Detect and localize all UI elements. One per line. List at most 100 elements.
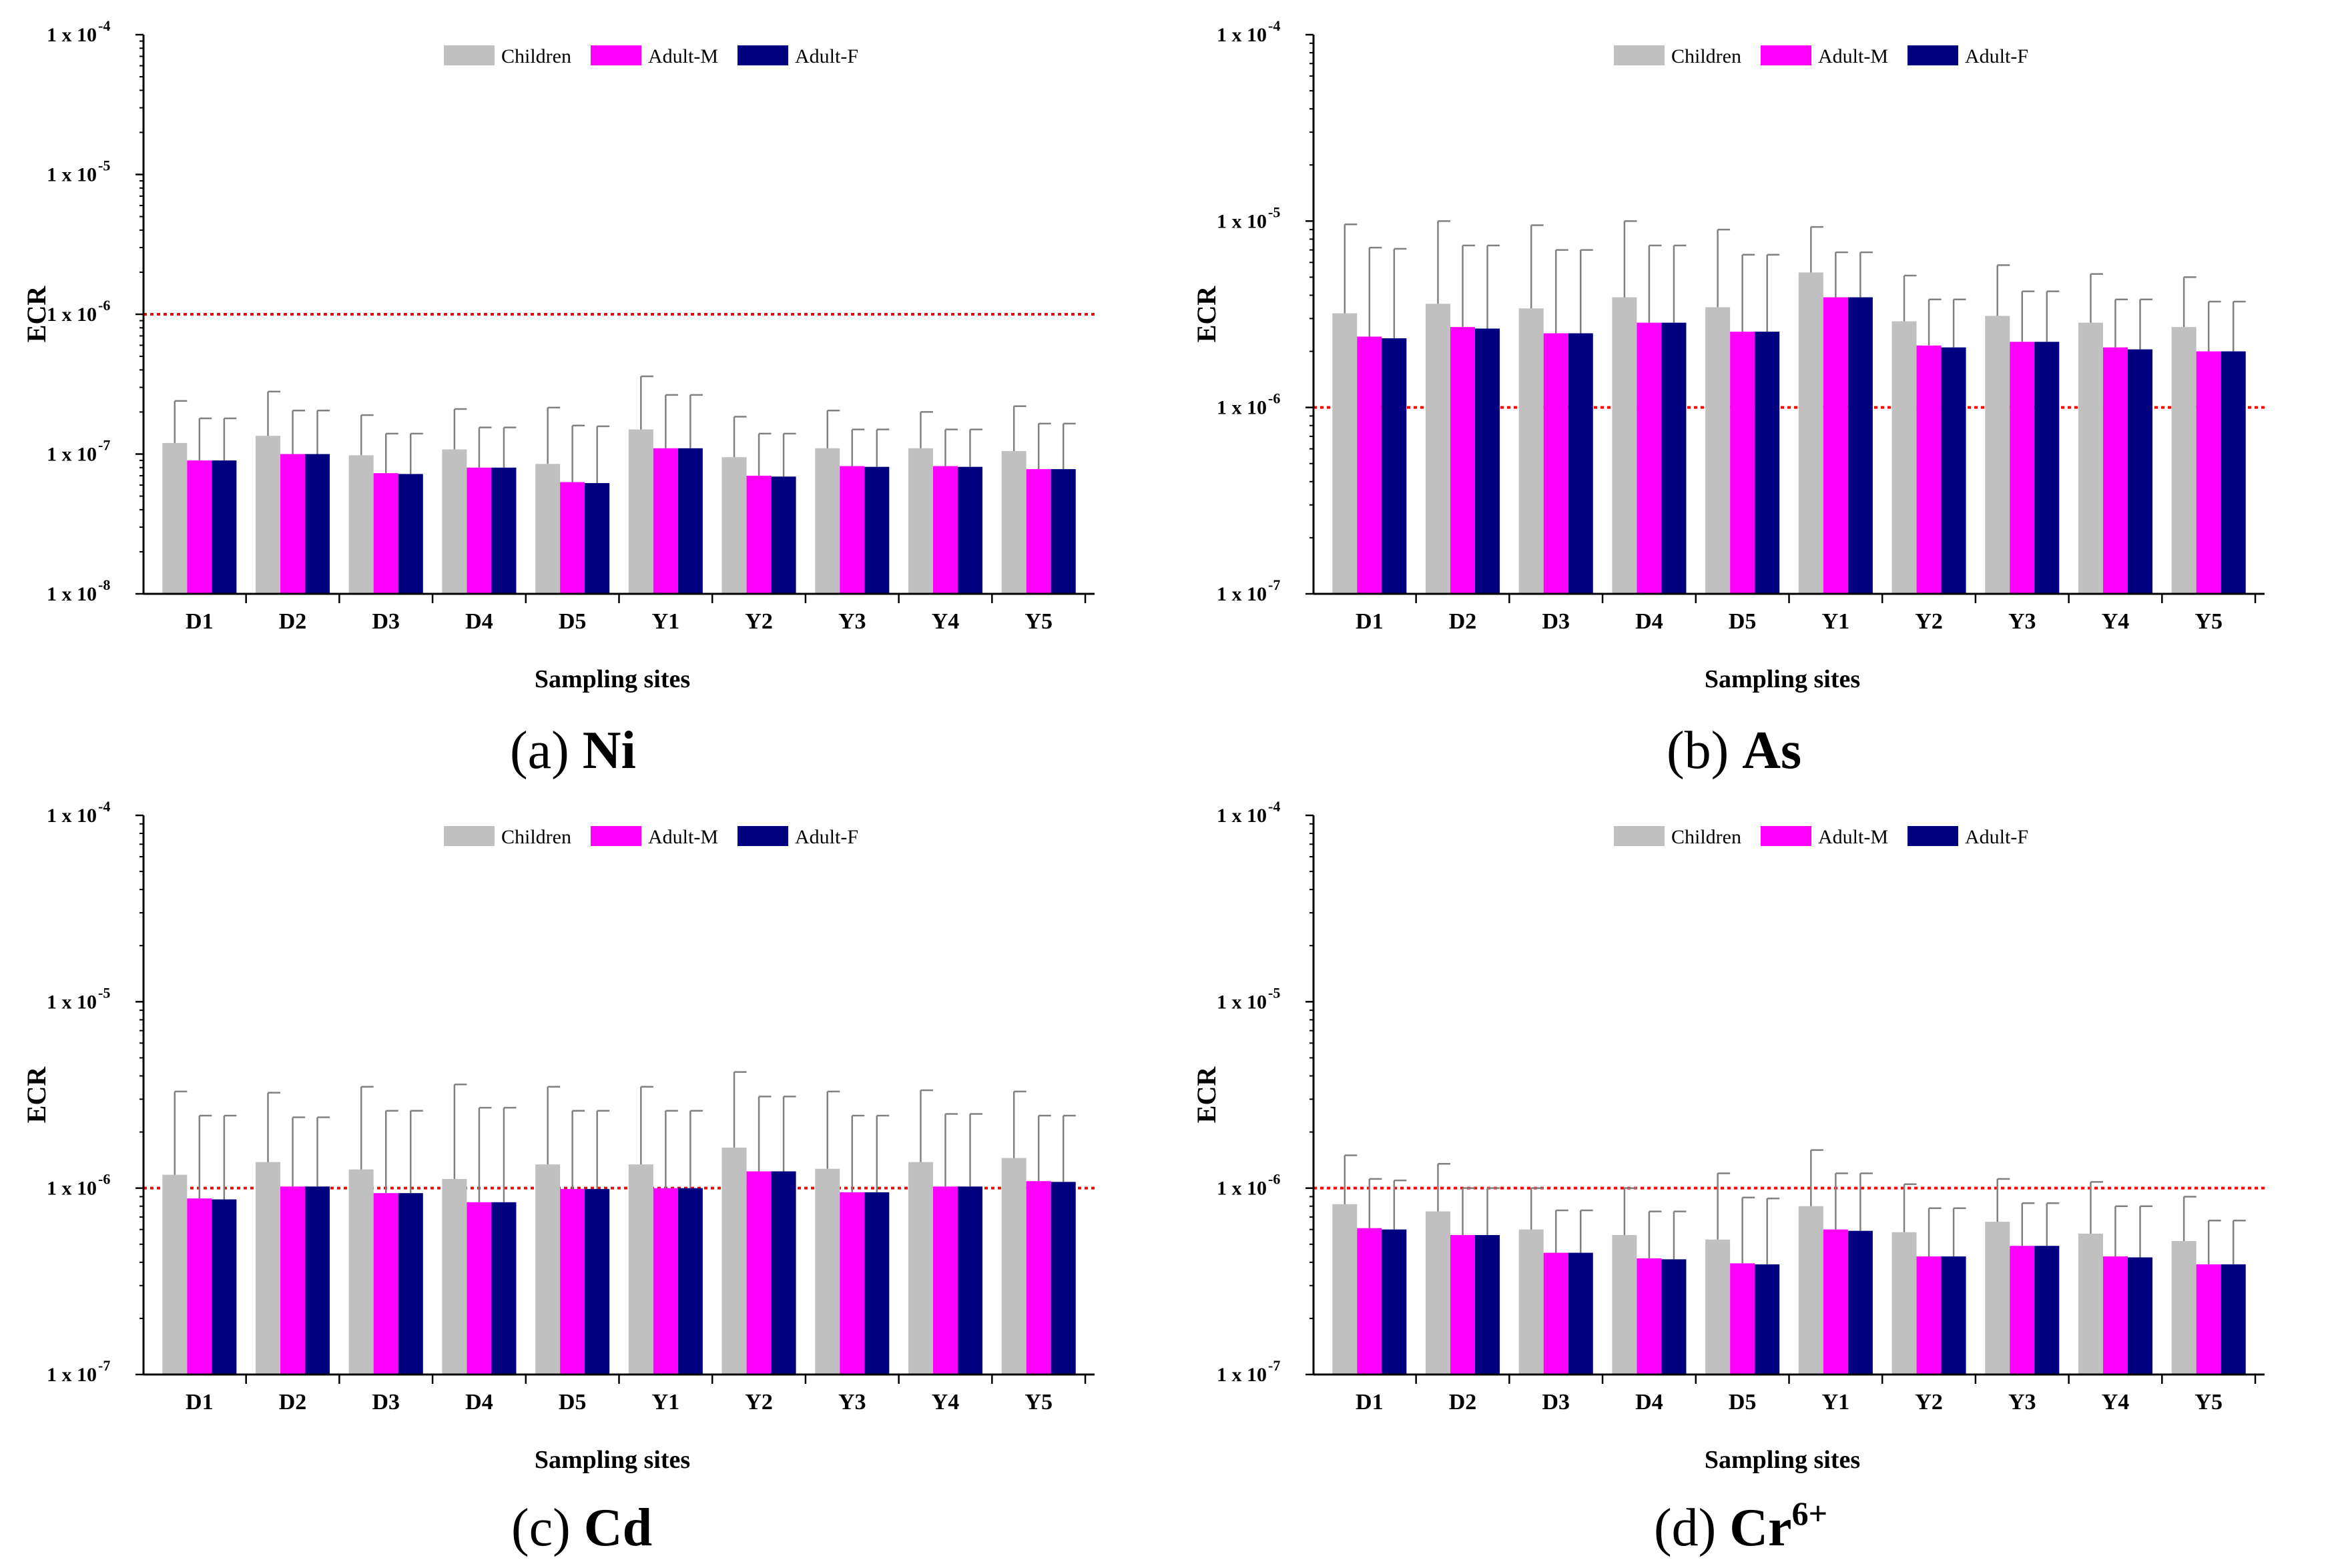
bar — [1001, 451, 1027, 594]
bar — [1916, 345, 1942, 594]
bar — [864, 466, 890, 594]
legend-label: Adult-M — [1818, 826, 1888, 848]
legend-swatch — [1908, 45, 1958, 65]
bar — [653, 1188, 678, 1375]
bar — [932, 1186, 958, 1375]
bar — [1941, 1256, 1966, 1375]
x-tick-label: Y5 — [1025, 609, 1053, 634]
series-adult-m — [1357, 1172, 2221, 1375]
y-tick-exponent: -6 — [98, 1171, 110, 1188]
caption-superscript: 6+ — [1791, 1495, 1828, 1532]
y-tick-exponent: -6 — [1268, 1171, 1280, 1188]
bar — [467, 1202, 492, 1375]
y-tick-base: 1 x 10 — [1217, 583, 1267, 605]
y-tick-base: 1 x 10 — [47, 1364, 97, 1386]
bar — [2034, 1246, 2060, 1375]
bar — [2196, 1264, 2221, 1375]
legend: Children Adult-M Adult-F — [1614, 45, 2028, 67]
legend-swatch — [1761, 45, 1811, 65]
y-tick-label: 1 x 10 — [47, 304, 97, 326]
bar — [467, 467, 492, 594]
legend-swatch — [738, 826, 788, 846]
y-tick-label: 1 x 10 — [1217, 397, 1267, 419]
series-adult-m — [187, 1096, 1051, 1375]
y-tick-label: 1 x 10 — [47, 991, 97, 1013]
bar — [957, 466, 983, 594]
caption-element: Ni — [582, 721, 636, 780]
x-tick-label: D4 — [465, 1390, 493, 1415]
bar — [348, 1169, 374, 1375]
bar — [212, 460, 237, 594]
legend: Children Adult-M Adult-F — [444, 45, 858, 67]
bar — [1475, 1235, 1500, 1375]
y-tick-exponent: -7 — [1268, 576, 1280, 593]
bar — [908, 1162, 933, 1375]
legend-swatch — [591, 826, 641, 846]
x-tick-label: D5 — [559, 1390, 587, 1415]
x-tick-label: Y1 — [652, 1390, 680, 1415]
x-tick-label: Y1 — [1822, 609, 1850, 634]
y-tick-label: 1 x 10 — [1217, 1178, 1267, 1200]
y-axis-label: ECR — [21, 286, 51, 343]
caption-prefix: (b) — [1667, 721, 1729, 780]
caption-c: (c) Cd — [511, 1498, 652, 1559]
bar — [1705, 1239, 1731, 1375]
caption-b: (b) As — [1667, 721, 1801, 781]
x-tick-label: Y2 — [745, 1390, 773, 1415]
caption-a: (a) Ni — [510, 721, 636, 781]
plot-area: 1 x 10 -71 x 10 -61 x 10 -51 x 10 -4D1 D2 D3 D4… — [21, 798, 1095, 1474]
bar — [1637, 1258, 1662, 1375]
y-tick-exponent: -5 — [1268, 984, 1280, 1001]
x-tick-label: D3 — [1542, 609, 1570, 634]
y-tick-exponent: -7 — [1268, 1357, 1280, 1374]
x-axis-label: Sampling sites — [535, 665, 690, 693]
y-tick-base: 1 x 10 — [47, 24, 97, 46]
y-tick-base: 1 x 10 — [1217, 210, 1267, 232]
bar — [373, 1193, 398, 1375]
y-tick-base: 1 x 10 — [47, 991, 97, 1013]
y-tick-label: 1 x 10 — [1217, 805, 1267, 827]
bar — [2171, 1240, 2197, 1375]
bar — [373, 473, 398, 594]
series-children — [162, 1071, 1027, 1375]
bar — [721, 1147, 747, 1375]
bar — [908, 448, 933, 594]
bar — [677, 1188, 703, 1375]
x-tick-label: D4 — [1635, 609, 1663, 634]
bar — [2078, 322, 2103, 594]
bar — [1847, 1230, 1873, 1375]
x-tick-label: Y2 — [1915, 1390, 1943, 1415]
bar — [585, 1188, 610, 1375]
y-tick-base: 1 x 10 — [47, 304, 97, 326]
bar — [1543, 333, 1568, 594]
x-tick-label: Y1 — [652, 609, 680, 634]
caption-prefix: (d) — [1654, 1499, 1717, 1557]
bar — [1730, 1263, 1755, 1375]
x-tick-label: Y3 — [2008, 1390, 2036, 1415]
bar — [1916, 1256, 1942, 1375]
bar — [864, 1192, 890, 1375]
bar — [491, 1202, 517, 1375]
x-tick-label: D5 — [559, 609, 587, 634]
bar — [1357, 1228, 1382, 1375]
bar — [442, 1178, 467, 1375]
bar — [1661, 1259, 1687, 1375]
y-tick-exponent: -4 — [1268, 798, 1280, 815]
bar — [2221, 1264, 2246, 1375]
bar — [2221, 351, 2246, 594]
x-tick-label: Y4 — [2102, 1390, 2130, 1415]
bar — [1891, 321, 1917, 594]
chart-panel-d: 1 x 10 -71 x 10 -61 x 10 -51 x 10 -4D1 D2 D3 D4… — [1191, 798, 2265, 1474]
bar — [771, 1171, 796, 1375]
series-adult-f — [1382, 1172, 2246, 1375]
bar — [628, 1164, 653, 1375]
bar — [280, 454, 306, 594]
x-tick-label: D2 — [279, 1390, 307, 1415]
series-children — [1332, 1149, 2197, 1375]
bar — [442, 449, 467, 594]
bar — [305, 1186, 330, 1375]
bar — [2010, 342, 2035, 594]
x-tick-label: D5 — [1729, 609, 1757, 634]
bar — [187, 460, 212, 594]
